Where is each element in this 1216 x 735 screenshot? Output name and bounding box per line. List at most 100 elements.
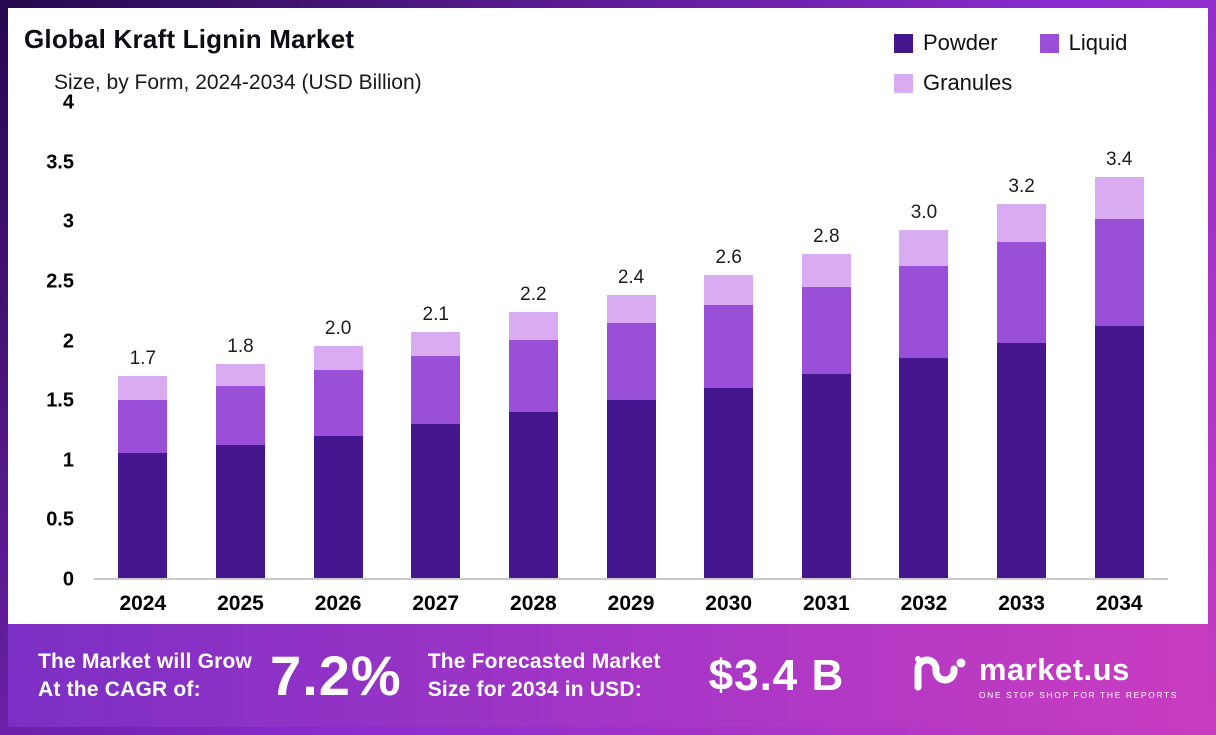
bar-segment-liquid [997, 242, 1047, 343]
y-tick-label: 4 [62, 91, 74, 114]
bar-total-label: 2.4 [617, 267, 645, 289]
legend-label: Powder [923, 30, 998, 55]
bar-segment-liquid [704, 304, 754, 388]
y-tick-label: 3.5 [46, 151, 74, 174]
bottom-banner: The Market will Grow At the CAGR of: 7.2… [8, 624, 1208, 727]
bar-segment-powder [508, 411, 558, 578]
bar-segment-liquid [411, 355, 461, 424]
bar-stack [606, 295, 656, 578]
bar-segment-granules [215, 364, 265, 386]
bar-column-2028: 2.2 [485, 103, 583, 578]
brand-tagline: ONE STOP SHOP FOR THE REPORTS [978, 689, 1178, 700]
forecast-label: The Forecasted Market Size for 2034 in U… [428, 648, 661, 703]
cagr-label: The Market will Grow At the CAGR of: [38, 648, 252, 703]
bar-total-label: 1.8 [227, 336, 254, 358]
chart-header: Global Kraft Lignin Market Size, by Form… [8, 8, 1208, 97]
bar-segment-granules [704, 275, 754, 305]
bar-segment-granules [801, 253, 851, 288]
bar-segment-granules [606, 295, 656, 323]
bar-segment-powder [118, 453, 168, 578]
bar-segment-granules [118, 376, 168, 400]
bar-segment-powder [411, 423, 461, 578]
y-axis: 0 0.5 1 1.5 2 2.5 3 3.5 4 [30, 92, 86, 591]
x-axis-label-2030: 2030 [705, 592, 753, 615]
bar-segment-liquid [606, 322, 656, 400]
bar-segment-granules [508, 311, 558, 341]
bar-total-label: 2.2 [520, 283, 547, 305]
forecast-label-line2: Size for 2034 in USD: [427, 677, 642, 701]
x-axis: 2024 2025 2026 2027 2028 2029 2030 2031 2032 2033… [94, 584, 1168, 624]
bar-segment-granules [1094, 176, 1144, 220]
bar-column-2033: 3.2 [973, 103, 1071, 578]
bar-stack [215, 364, 265, 578]
y-tick-label: 3 [62, 210, 74, 233]
legend-item-powder: Powder [894, 30, 998, 56]
bar-stack [801, 253, 851, 578]
brand-name: market.us [978, 651, 1130, 687]
bar-total-label: 3.2 [1008, 176, 1035, 198]
legend: Powder Liquid Granules [894, 30, 1174, 96]
x-axis-label-2025: 2025 [217, 592, 264, 615]
bar-segment-powder [1094, 326, 1144, 578]
marketus-logo-icon [911, 653, 969, 698]
bar-total-label: 2.6 [715, 247, 742, 269]
x-axis-label-2029: 2029 [607, 592, 655, 615]
chart-title: Global Kraft Lignin Market [24, 24, 355, 54]
plot-area: 1.7 1.8 2.0 2.1 2.2 2.4 2.6 2.8 3.0 3.2 3.4 [94, 103, 1168, 580]
y-tick-label: 2 [62, 330, 74, 352]
bar-column-2031: 2.8 [777, 103, 875, 578]
y-tick-label: 0.5 [46, 508, 74, 531]
bar-stack [313, 346, 363, 578]
bar-segment-liquid [118, 399, 168, 454]
bar-segment-granules [313, 346, 363, 371]
legend-swatch-powder [894, 33, 913, 53]
bar-stack [411, 332, 461, 578]
bar-segment-powder [313, 435, 363, 578]
legend-item-granules: Granules [894, 70, 1012, 96]
bar-segment-powder [704, 388, 754, 578]
bar-segment-granules [411, 332, 461, 356]
chart-subtitle: Size, by Form, 2024-2034 (USD Billion) [54, 71, 422, 94]
legend-swatch-liquid [1039, 33, 1059, 53]
bar-segment-powder [606, 399, 656, 578]
bar-segment-powder [215, 445, 265, 578]
legend-item-liquid: Liquid [1039, 30, 1128, 56]
x-axis-label-2031: 2031 [802, 592, 850, 615]
bar-stack [997, 204, 1047, 578]
bar-stack [704, 275, 754, 578]
bar-column-2024: 1.7 [94, 103, 192, 578]
marketus-logo-text: market.us ONE STOP SHOP FOR THE REPORTS [979, 652, 1178, 700]
cagr-label-line1: The Market will Grow [38, 650, 253, 674]
forecast-label-line1: The Forecasted Market [427, 650, 661, 674]
bar-segment-liquid [313, 370, 363, 436]
bar-segment-powder [899, 358, 949, 578]
chart-canvas: Global Kraft Lignin Market Size, by Form… [8, 8, 1208, 727]
bar-total-label: 1.7 [129, 348, 157, 370]
y-tick-label: 2.5 [46, 270, 74, 293]
x-axis-label-2032: 2032 [900, 592, 948, 615]
y-tick-label: 1 [62, 449, 74, 472]
bar-stack [508, 311, 558, 578]
bar-column-2025: 1.8 [192, 103, 290, 578]
legend-swatch-granules [894, 73, 913, 93]
cagr-label-line2: At the CAGR of: [38, 677, 201, 701]
bar-segment-granules [997, 204, 1047, 243]
bar-column-2034: 3.4 [1070, 103, 1168, 578]
bar-segment-powder [997, 342, 1047, 578]
bar-total-label: 2.0 [324, 318, 352, 340]
bar-stack [899, 230, 949, 578]
bar-stack [1094, 176, 1144, 578]
bar-column-2032: 3.0 [875, 103, 973, 578]
forecast-value: $3.4 B [708, 650, 845, 700]
x-axis-label-2024: 2024 [119, 592, 167, 615]
chart-body: 0 0.5 1 1.5 2 2.5 3 3.5 4 1.7 1.8 2.0 2.1 2.2 2.4 2.6 2… [30, 92, 1172, 624]
legend-label: Liquid [1068, 30, 1128, 55]
bar-segment-liquid [1094, 219, 1144, 327]
bar-column-2030: 2.6 [680, 103, 778, 578]
bar-segment-liquid [899, 265, 949, 359]
bar-stack [118, 376, 168, 578]
x-axis-label-2034: 2034 [1095, 592, 1143, 615]
bar-segment-liquid [801, 287, 851, 374]
marketus-logo: market.us ONE STOP SHOP FOR THE REPORTS [911, 652, 1178, 700]
